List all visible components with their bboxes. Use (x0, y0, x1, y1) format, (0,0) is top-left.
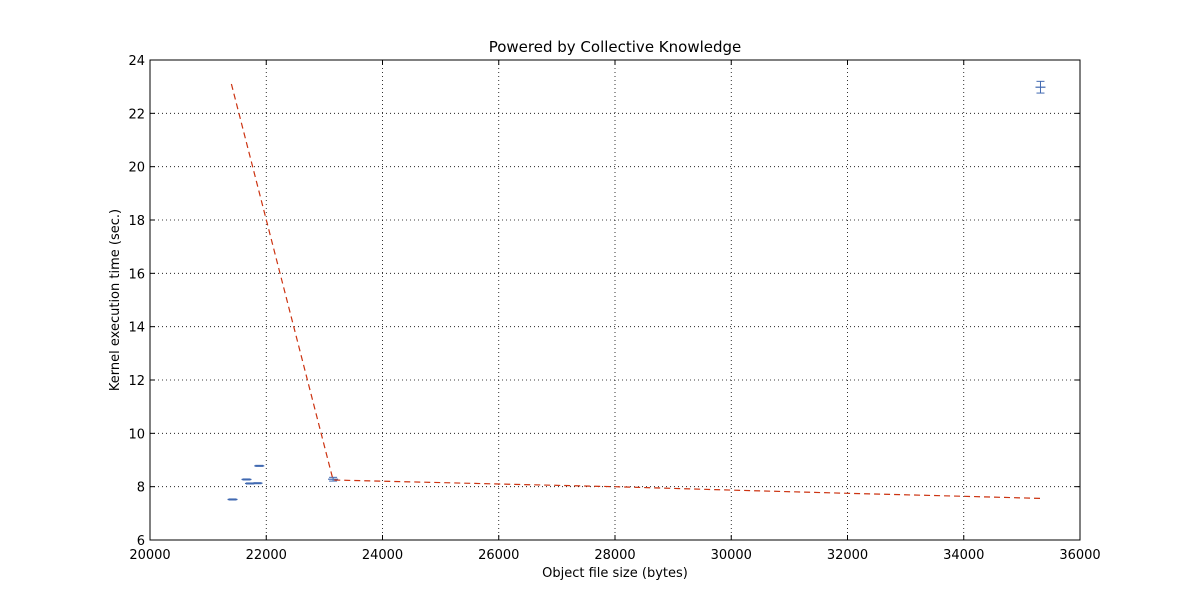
x-tick-label: 34000 (943, 548, 984, 563)
grid (150, 60, 1080, 540)
y-tick-label: 6 (137, 534, 145, 549)
plot-data (227, 80, 1046, 501)
x-axis-label: Object file size (bytes) (542, 566, 688, 581)
y-tick-label: 8 (137, 481, 145, 496)
y-tick-label: 16 (128, 267, 145, 282)
data-point (328, 476, 339, 482)
y-tick-label: 20 (128, 161, 145, 176)
x-tick-label: 32000 (827, 548, 868, 563)
y-tick-label: 10 (128, 427, 145, 442)
data-point (252, 482, 263, 485)
x-tick-label: 36000 (1059, 548, 1100, 563)
x-tick-label: 28000 (594, 548, 635, 563)
data-point (254, 464, 265, 467)
axis-ticks: 20000 22000 24000 26000 28000 30000 32000 34000… (128, 54, 1100, 563)
x-tick-label: 26000 (478, 548, 519, 563)
data-point (227, 498, 238, 501)
chart-title: Powered by Collective Knowledge (489, 38, 742, 56)
trend-line (230, 83, 1041, 499)
y-tick-label: 18 (128, 214, 145, 229)
y-tick-label: 12 (128, 374, 145, 389)
y-axis-label: Kernel execution time (sec.) (108, 209, 123, 391)
x-tick-label: 22000 (246, 548, 287, 563)
y-tick-label: 24 (128, 54, 145, 69)
y-tick-label: 14 (128, 321, 145, 336)
data-point (1035, 80, 1046, 94)
data-point (241, 478, 252, 481)
x-tick-label: 30000 (711, 548, 752, 563)
x-tick-label: 24000 (362, 548, 403, 563)
x-tick-label: 20000 (129, 548, 170, 563)
y-tick-label: 22 (128, 107, 145, 122)
